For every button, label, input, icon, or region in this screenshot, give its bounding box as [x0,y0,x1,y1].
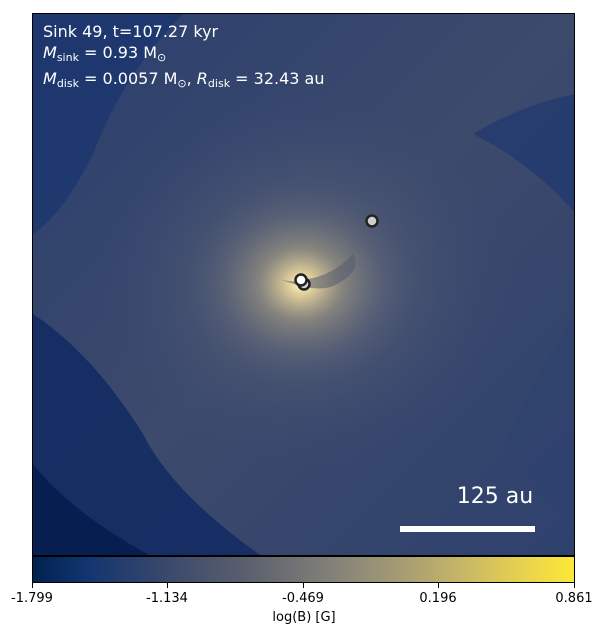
colorbar-tick-label: 0.861 [555,591,593,606]
colorbar-tick-label: 0.196 [419,591,457,606]
field-image [33,14,574,555]
colorbar-tick-label: -1.134 [146,591,188,606]
colorbar-tick [32,583,33,588]
magnetic-field-map: Sink 49, t=107.27 kyr Msink = 0.93 M⊙ Md… [32,13,575,556]
scale-bar [400,526,535,532]
colorbar-tick-label: -0.469 [282,591,324,606]
colorbar-tick-label: -1.799 [11,591,53,606]
colorbar [32,556,575,583]
colorbar-tick [438,583,439,588]
disk-label: Mdisk = 0.0057 M⊙, Rdisk = 32.43 au [43,69,325,90]
sink-time-label: Sink 49, t=107.27 kyr [43,22,219,41]
sink-outer-marker [365,214,379,228]
colorbar-tick [574,583,575,588]
colorbar-label: log(B) [G] [272,610,336,625]
colorbar-tick [167,583,168,588]
scale-bar-label: 125 au [456,484,534,509]
sink-main-marker [294,273,308,287]
sink-mass-label: Msink = 0.93 M⊙ [43,43,167,64]
annotation-block: Sink 49, t=107.27 kyr Msink = 0.93 M⊙ Md… [43,21,324,94]
colorbar-tick [303,583,304,588]
